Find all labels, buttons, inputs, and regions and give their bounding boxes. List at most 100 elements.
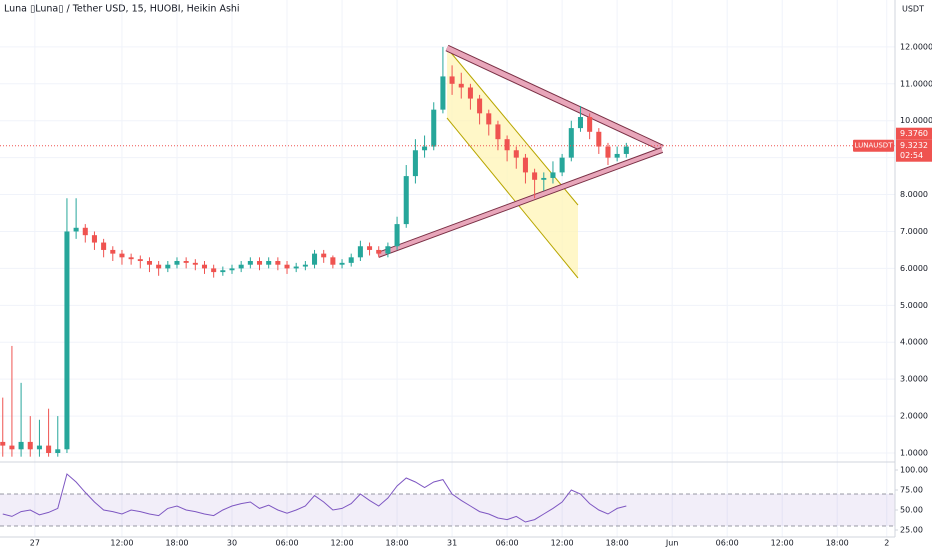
candle-body — [596, 131, 602, 147]
candle-body — [293, 266, 299, 269]
candle-body — [348, 257, 354, 263]
candle-body — [495, 124, 501, 140]
candle-body — [55, 449, 61, 453]
rsi-tick-label: 75.00 — [900, 486, 923, 495]
candle-body — [458, 83, 464, 88]
candle-body — [605, 146, 611, 158]
candle-body — [486, 113, 492, 125]
candle-body — [513, 150, 519, 158]
candle-body — [82, 227, 88, 236]
channel-lower — [446, 117, 579, 279]
candle-body — [211, 268, 217, 273]
symbol-tag-box — [853, 139, 894, 152]
y-tick-label: 12.0000 — [900, 42, 932, 51]
candle-body — [156, 264, 162, 269]
x-tick-label: 06:00 — [496, 539, 519, 548]
candle-body — [412, 150, 418, 177]
x-tick-label: 06:00 — [275, 539, 298, 548]
x-tick-label: 18:00 — [386, 539, 409, 548]
candle-body — [522, 157, 528, 173]
y-tick-label: 5.0000 — [900, 301, 928, 310]
countdown: 02:54 — [900, 151, 923, 160]
x-tick-label: 12:00 — [110, 539, 133, 548]
x-tick-label: 12:00 — [551, 539, 574, 548]
candle-body — [64, 231, 70, 450]
x-tick-label: Jun — [665, 539, 679, 548]
candle-body — [36, 445, 42, 450]
candle-body — [440, 76, 446, 110]
candle-body — [119, 253, 125, 258]
y-tick-label: 2.0000 — [900, 412, 928, 421]
x-tick-label: 12:00 — [771, 539, 794, 548]
y-tick-label: 6.0000 — [900, 264, 928, 273]
chart-title: Luna ▯Luna▯ / Tether USD, 15, HUOBI, Hei… — [4, 4, 240, 15]
candle-body — [568, 128, 574, 158]
candle-body — [357, 246, 363, 258]
x-tick-label: 18:00 — [165, 539, 188, 548]
y-tick-label: 1.0000 — [900, 448, 928, 457]
candle-body — [541, 177, 547, 180]
candle-body — [110, 249, 116, 254]
candle-body — [559, 157, 565, 173]
candle-body — [27, 441, 33, 450]
candle-body — [256, 261, 263, 265]
candle-body — [46, 445, 52, 453]
candle-body — [587, 117, 593, 132]
drawings — [376, 44, 664, 279]
candle-body — [284, 264, 290, 269]
candle-body — [183, 261, 189, 263]
candle-body — [321, 253, 327, 258]
rsi-tick-label: 100.00 — [900, 466, 928, 475]
candle-body — [201, 264, 208, 269]
candle-body — [385, 246, 391, 254]
candle-body — [477, 98, 483, 114]
candle-body — [165, 264, 171, 269]
x-tick-label: 27 — [30, 539, 40, 548]
candle-body — [220, 270, 226, 273]
x-tick-label: 18:00 — [606, 539, 629, 548]
rsi-line — [2, 473, 627, 523]
candle-body — [91, 235, 97, 243]
x-tick-label: 12:00 — [331, 539, 354, 548]
candle-body — [73, 227, 79, 232]
rsi-tick-label: 25.00 — [900, 526, 923, 535]
y-tick-label: 8.0000 — [900, 190, 928, 199]
candle-body — [128, 257, 134, 260]
y-tick-label: 7.0000 — [900, 227, 928, 236]
plot — [0, 46, 895, 527]
candle-body — [302, 264, 308, 267]
candle-body — [312, 253, 318, 265]
candle-body — [339, 262, 345, 265]
channel-fill — [447, 48, 578, 278]
candle-body — [550, 172, 556, 178]
candle-body — [238, 264, 244, 269]
last-price-box — [896, 139, 932, 162]
candle-body — [0, 441, 6, 446]
high-price-box — [896, 127, 932, 140]
triangle-lower — [377, 148, 663, 257]
candle-body — [367, 246, 373, 250]
candle-body — [330, 257, 336, 265]
candle-body — [247, 261, 253, 265]
x-tick-label: 2 — [884, 539, 889, 548]
candle-body — [266, 261, 272, 265]
candle-body — [403, 176, 409, 225]
candle-body — [174, 261, 180, 265]
candle-body — [18, 441, 24, 450]
y-tick-label: 11.0000 — [900, 79, 932, 88]
y-tick-label: 10.0000 — [900, 116, 932, 125]
candle-body — [146, 261, 152, 265]
candle-body — [9, 445, 15, 450]
rsi-band — [0, 494, 895, 526]
candle-body — [376, 249, 382, 254]
candle-body — [532, 172, 538, 180]
labels: 1.0000 2.0000 3.0000 4.0000 5.0000 6.0000 7.00… — [30, 42, 932, 548]
candle-body — [623, 146, 629, 154]
candle-body — [229, 268, 235, 271]
currency: USDT — [902, 5, 924, 14]
candle-body — [422, 146, 428, 151]
x-tick-label: 06:00 — [716, 539, 739, 548]
candle-body — [467, 87, 473, 99]
